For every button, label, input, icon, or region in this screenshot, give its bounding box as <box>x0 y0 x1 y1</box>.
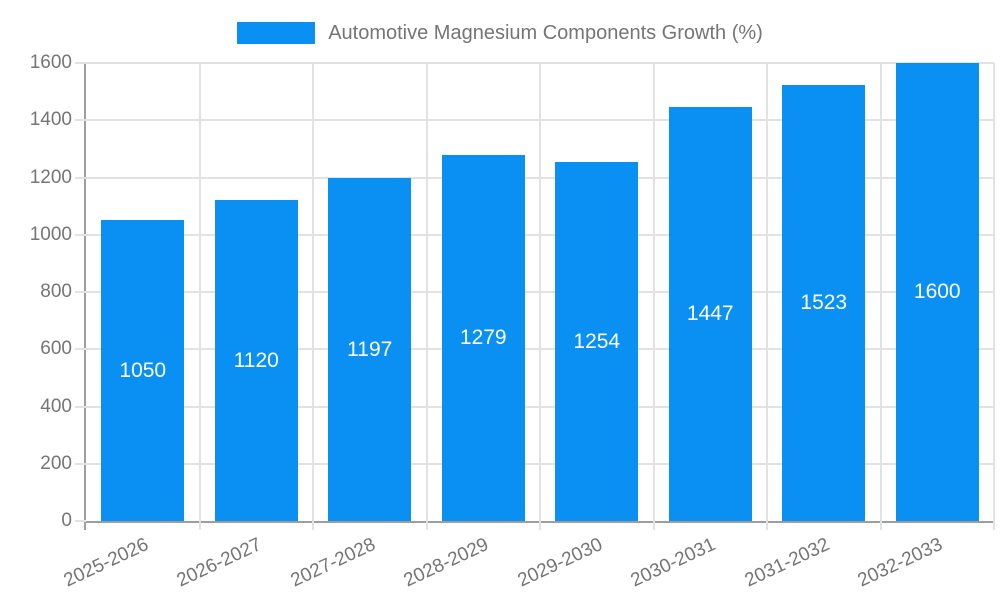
y-tick-label: 600 <box>40 338 72 360</box>
bar-value-label: 1050 <box>119 358 167 382</box>
x-gridline <box>993 63 995 530</box>
x-gridline <box>312 63 314 530</box>
x-gridline <box>539 63 541 530</box>
x-tick-label: 2025-2026 <box>60 534 152 592</box>
bar-value-label: 1254 <box>573 329 621 353</box>
bar-value-label: 1447 <box>686 301 734 325</box>
x-gridline <box>425 63 428 530</box>
legend: Automotive Magnesium Components Growth (… <box>0 22 1000 44</box>
bar <box>441 154 525 521</box>
bar <box>328 178 412 521</box>
y-axis-line <box>84 63 86 530</box>
y-tick-label: 0 <box>61 510 72 531</box>
bar-value-label: 1279 <box>459 325 507 349</box>
x-gridline <box>198 63 201 530</box>
bar <box>214 200 298 521</box>
y-tick-label: 800 <box>40 281 72 302</box>
x-gridline <box>879 63 882 530</box>
y-gridline <box>75 176 994 179</box>
bar <box>782 85 866 521</box>
y-gridline <box>75 291 994 293</box>
bar <box>668 106 752 521</box>
bar <box>101 220 185 521</box>
y-gridline <box>75 348 994 351</box>
bar <box>555 162 639 521</box>
y-gridline <box>75 462 994 465</box>
bar-value-label: 1120 <box>233 348 279 372</box>
legend-label: Automotive Magnesium Components Growth (… <box>328 21 763 44</box>
legend-swatch <box>237 22 316 44</box>
y-tick-label: 1600 <box>29 52 72 73</box>
bar-value-label: 1600 <box>913 280 961 303</box>
x-gridline <box>766 63 768 530</box>
y-tick-label: 400 <box>40 395 72 417</box>
y-tick <box>75 520 86 522</box>
y-tick-label: 200 <box>40 452 72 474</box>
y-gridline <box>75 62 994 64</box>
bar-value-label: 1197 <box>347 337 393 361</box>
y-gridline <box>75 119 994 122</box>
plot-area: 1050 1120 1197 1279 1254 1447 1523 1600 <box>75 62 995 530</box>
y-tick-label: 1400 <box>29 109 72 131</box>
y-gridline <box>75 405 994 408</box>
y-tick-label: 1000 <box>29 223 72 245</box>
y-gridline <box>75 233 994 236</box>
y-tick-label: 1200 <box>29 166 72 188</box>
x-gridline <box>652 63 655 530</box>
bar <box>895 63 979 521</box>
bar-value-label: 1523 <box>800 291 848 315</box>
